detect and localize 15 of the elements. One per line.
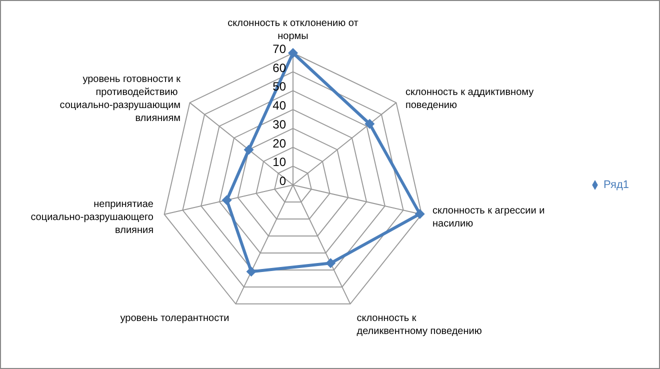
y-tick-label: 30: [272, 117, 286, 132]
y-tick-label: 40: [272, 98, 286, 113]
spoke-label: непринятиае социально-разрушающего влияния: [30, 199, 154, 236]
legend-label: Ряд1: [604, 178, 629, 190]
y-tick-label: 70: [272, 42, 286, 56]
y-tick-label: 20: [272, 136, 286, 150]
y-tick-label: 10: [272, 155, 286, 170]
spoke-label: склонность к агрессии и насилию: [432, 206, 545, 230]
spoke-label: склонность к аддиктивному поведению: [405, 87, 534, 112]
spoke-label: уровень готовности к противодействию социально-разрушающим влияниям: [60, 74, 182, 124]
spoke-label: уровень толерантности: [120, 313, 230, 324]
spoke-label: склонность к отклонению от нормы: [228, 18, 359, 42]
y-tick-label: 0: [279, 174, 286, 188]
y-tick-label: 60: [272, 60, 286, 75]
spoke-label: склонность к деликвентному поведению: [356, 313, 482, 338]
